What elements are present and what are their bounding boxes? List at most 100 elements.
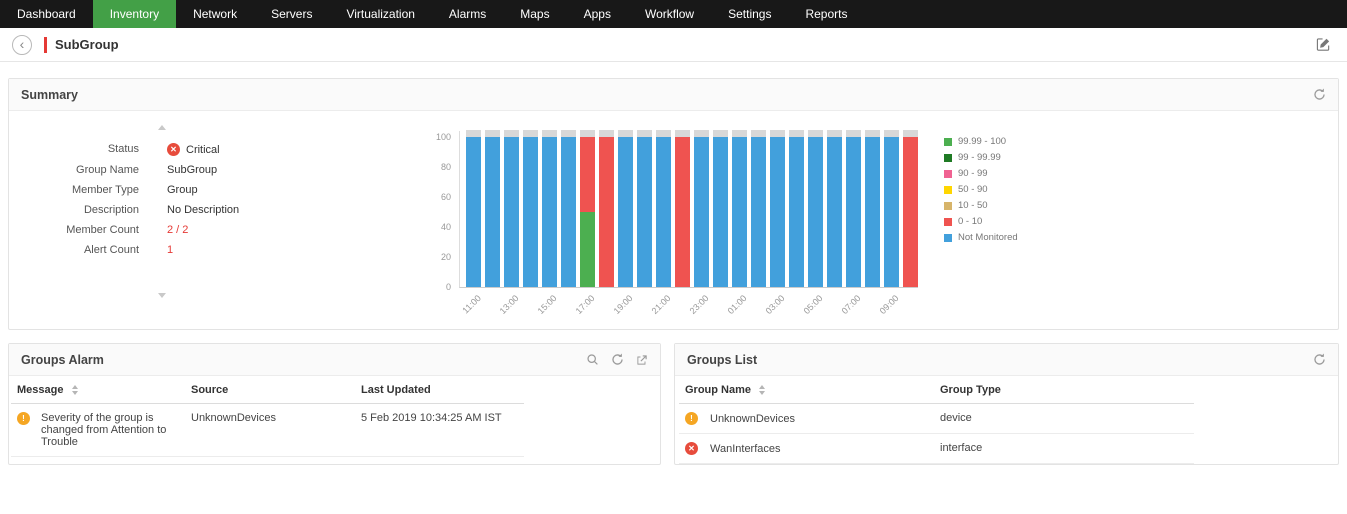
chart-bar-23:00 bbox=[694, 130, 709, 287]
x-tick-slot bbox=[902, 291, 917, 321]
chart-bar-09:00 bbox=[884, 130, 899, 287]
chart-y-axis: 0 20 40 60 80 100 bbox=[429, 131, 459, 292]
bottom-panels: Groups Alarm bbox=[8, 343, 1339, 465]
fields-scroll-up-icon[interactable] bbox=[158, 125, 166, 130]
chart-bar-22:00 bbox=[675, 130, 690, 287]
chart-plot: 11:00 13:00 15:00 17:00 19:00 21:00 23:00 01:00… bbox=[459, 130, 918, 321]
alarm-message: Severity of the group is changed from At… bbox=[41, 412, 167, 448]
chart-bar-01:00 bbox=[732, 130, 747, 287]
chart-bar-12:00 bbox=[485, 130, 500, 287]
legend-label: 10 - 50 bbox=[958, 200, 988, 211]
x-tick-slot bbox=[712, 291, 727, 321]
field-value: SubGroup bbox=[167, 164, 218, 176]
legend-label: 99.99 - 100 bbox=[958, 136, 1007, 147]
x-tick-label: 19:00 bbox=[612, 293, 636, 317]
column-header-group-type[interactable]: Group Type bbox=[934, 376, 1194, 404]
field-value: 2 / 2 bbox=[167, 224, 189, 236]
nav-item-servers[interactable]: Servers bbox=[271, 7, 313, 21]
legend-label: 99 - 99.99 bbox=[958, 152, 1001, 163]
source-cell[interactable]: UnknownDevices bbox=[185, 403, 355, 457]
nav-item-maps[interactable]: Maps bbox=[520, 7, 550, 21]
column-label: Message bbox=[17, 384, 64, 396]
chart-bar-03:00 bbox=[770, 130, 785, 287]
legend-label: Not Monitored bbox=[958, 232, 1018, 243]
top-nav: Dashboard Inventory Network Servers Virtuali… bbox=[0, 0, 1347, 28]
x-tick-slot: 13:00 bbox=[498, 291, 521, 321]
field-label: Description bbox=[83, 204, 139, 216]
field-label: Alert Count bbox=[83, 244, 139, 256]
legend-swatch bbox=[944, 185, 952, 194]
column-label: Group Type bbox=[940, 384, 1001, 396]
field-value: Group bbox=[167, 184, 198, 196]
table-row[interactable]: ! UnknownDevices device bbox=[679, 403, 1194, 434]
group-name-cell[interactable]: ✕ WanInterfaces bbox=[679, 433, 934, 464]
summary-field-member-count: Member Count 2 / 2 bbox=[21, 224, 429, 236]
legend-item: 0 - 10 bbox=[944, 216, 1018, 227]
nav-item-dashboard[interactable]: Dashboard bbox=[17, 7, 76, 21]
x-tick-slot: 01:00 bbox=[726, 291, 749, 321]
table-row[interactable]: ! Severity of the group is changed from … bbox=[11, 403, 524, 457]
legend-item: Not Monitored bbox=[944, 232, 1018, 243]
chart-bar-06:00 bbox=[827, 130, 842, 287]
nav-item-alarms[interactable]: Alarms bbox=[448, 7, 487, 21]
field-label: Member Count bbox=[66, 224, 139, 236]
nav-item-inventory[interactable]: Inventory bbox=[92, 0, 177, 28]
nav-item-apps[interactable]: Apps bbox=[583, 7, 611, 21]
nav-item-settings[interactable]: Settings bbox=[728, 7, 772, 21]
edit-icon[interactable] bbox=[1316, 37, 1331, 52]
availability-chart: 0 20 40 60 80 100 11:00 13:00 15:00 17:00 19:00 21… bbox=[429, 130, 918, 321]
nav-item-virtualization[interactable]: Virtualization bbox=[346, 7, 415, 21]
summary-body: Status ✕ Critical Group Name SubGroup Member … bbox=[9, 111, 1338, 329]
groups-alarm-title: Groups Alarm bbox=[21, 352, 104, 367]
chart-bar-16:00 bbox=[561, 130, 576, 287]
sort-icon bbox=[759, 385, 766, 396]
y-tick-label: 100 bbox=[435, 132, 451, 142]
refresh-icon[interactable] bbox=[1313, 88, 1326, 101]
field-label: Status bbox=[107, 143, 139, 155]
legend-item: 99 - 99.99 bbox=[944, 152, 1018, 163]
legend-label: 50 - 90 bbox=[958, 184, 988, 195]
legend-swatch bbox=[944, 217, 952, 226]
column-header-group-name[interactable]: Group Name bbox=[679, 376, 934, 404]
chart-bar-07:00 bbox=[846, 130, 861, 287]
refresh-icon[interactable] bbox=[1313, 353, 1326, 366]
legend-item: 10 - 50 bbox=[944, 200, 1018, 211]
nav-item-workflow[interactable]: Workflow bbox=[644, 7, 695, 21]
refresh-icon[interactable] bbox=[611, 353, 624, 366]
groups-alarm-header: Groups Alarm bbox=[9, 344, 660, 376]
column-header-message[interactable]: Message bbox=[11, 376, 185, 404]
chart-bar-04:00 bbox=[789, 130, 804, 287]
nav-item-reports[interactable]: Reports bbox=[805, 7, 848, 21]
table-row[interactable]: ✕ WanInterfaces interface bbox=[679, 433, 1194, 464]
chart-bar-17:00 bbox=[580, 130, 595, 287]
x-tick-slot: 19:00 bbox=[612, 291, 635, 321]
back-button[interactable]: ‹ bbox=[12, 34, 32, 55]
group-name-cell[interactable]: ! UnknownDevices bbox=[679, 403, 934, 434]
summary-panel: Summary Status ✕ Critical Group Name SubGrou… bbox=[8, 78, 1339, 330]
nav-item-network[interactable]: Network bbox=[193, 7, 238, 21]
x-tick-label: 11:00 bbox=[460, 293, 484, 316]
x-tick-slot: 07:00 bbox=[840, 291, 863, 321]
field-label: Group Name bbox=[76, 164, 139, 176]
chart-bar-13:00 bbox=[504, 130, 519, 287]
x-tick-slot bbox=[826, 291, 841, 321]
warning-icon: ! bbox=[17, 412, 30, 425]
y-tick-label: 40 bbox=[440, 222, 451, 232]
search-icon[interactable] bbox=[586, 353, 599, 366]
column-header-last-updated[interactable]: Last Updated bbox=[355, 376, 524, 404]
group-name: WanInterfaces bbox=[710, 442, 781, 455]
groups-list-panel: Groups List Group Name G bbox=[674, 343, 1339, 465]
groups-list-title: Groups List bbox=[687, 352, 758, 367]
chart-bar-00:00 bbox=[713, 130, 728, 287]
chart-bar-05:00 bbox=[808, 130, 823, 287]
expand-icon[interactable] bbox=[636, 354, 648, 366]
table-header-row: Group Name Group Type bbox=[679, 376, 1194, 404]
column-header-source[interactable]: Source bbox=[185, 376, 355, 404]
column-label: Last Updated bbox=[361, 384, 431, 396]
field-value: 1 bbox=[167, 244, 174, 256]
summary-field-group-name: Group Name SubGroup bbox=[21, 164, 429, 176]
page-title: SubGroup bbox=[55, 37, 119, 52]
fields-scroll-down-icon[interactable] bbox=[158, 293, 166, 298]
field-label: Member Type bbox=[71, 184, 139, 196]
chart-x-labels: 11:00 13:00 15:00 17:00 19:00 21:00 23:00 01:00… bbox=[459, 291, 918, 321]
